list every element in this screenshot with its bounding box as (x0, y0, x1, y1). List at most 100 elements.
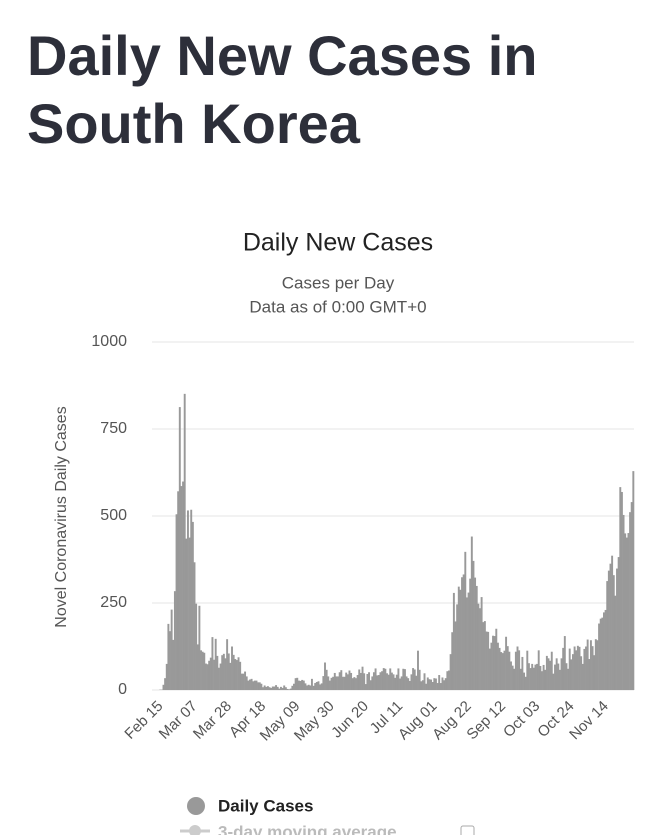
bar (371, 676, 374, 690)
bar (505, 636, 508, 690)
bar (361, 666, 364, 690)
bar (310, 678, 313, 690)
bar (240, 673, 243, 690)
bar (183, 393, 186, 690)
bar (242, 673, 245, 690)
bar (320, 683, 323, 690)
bar (185, 538, 188, 690)
bar (531, 663, 534, 690)
bar (474, 577, 477, 690)
bar (415, 675, 418, 690)
bar (372, 672, 375, 690)
bar (226, 639, 229, 690)
legend-checkbox (460, 825, 475, 835)
bar (462, 574, 465, 690)
bar (291, 685, 294, 690)
bar (501, 653, 504, 690)
bar (195, 603, 198, 690)
bar (219, 663, 222, 690)
bar (438, 675, 441, 690)
bar (193, 562, 196, 690)
bar (554, 664, 556, 690)
bar (250, 678, 253, 690)
bar (413, 669, 416, 690)
x-tick-label: Jun 20 (328, 698, 372, 742)
bar (345, 672, 348, 690)
bar (495, 628, 498, 690)
bar (262, 687, 264, 690)
bar (358, 669, 361, 690)
bar (524, 676, 527, 690)
bar (394, 677, 397, 690)
bar (386, 673, 388, 690)
bar (239, 661, 242, 690)
bar (549, 660, 552, 690)
bar (252, 681, 255, 690)
bar (178, 407, 181, 690)
bar (368, 672, 371, 690)
bar (317, 681, 320, 690)
bar (485, 631, 488, 690)
bar (306, 685, 309, 690)
bar (284, 687, 287, 690)
bar (182, 481, 185, 690)
bar (338, 672, 341, 690)
legend-marker (189, 825, 201, 835)
bar (583, 648, 586, 690)
bar (537, 650, 540, 690)
bar (376, 675, 379, 690)
bar (557, 663, 560, 690)
bar (266, 686, 269, 690)
bar (281, 687, 284, 690)
bar (377, 675, 380, 690)
bar (578, 646, 581, 690)
x-tick-label: Nov 14 (566, 698, 612, 744)
bar (234, 659, 237, 690)
bar (523, 672, 525, 690)
bar (304, 683, 307, 690)
bar (596, 640, 599, 690)
bar (576, 645, 579, 690)
bar (245, 676, 248, 690)
bar (340, 670, 343, 690)
bar (521, 656, 524, 690)
bar (436, 683, 439, 690)
bar (526, 650, 529, 690)
bar (545, 655, 548, 690)
bar (555, 658, 558, 690)
bar (575, 650, 578, 690)
bar (585, 646, 587, 690)
bar (330, 677, 333, 690)
bar (467, 592, 470, 690)
bar (297, 680, 300, 690)
bar (265, 686, 268, 690)
bar (186, 510, 189, 690)
bar (348, 670, 351, 690)
bar (420, 681, 423, 690)
bar (335, 676, 338, 690)
bar (165, 663, 168, 690)
bar (418, 669, 421, 690)
bar (492, 635, 494, 690)
bar (392, 674, 395, 690)
bar (487, 631, 490, 690)
bar (572, 654, 574, 690)
bar (508, 651, 511, 690)
bar (425, 683, 428, 690)
bar (188, 537, 191, 690)
bar (493, 636, 496, 690)
bar (443, 680, 446, 690)
bar (511, 665, 514, 690)
bar (224, 658, 227, 690)
bar (544, 669, 547, 690)
bar (229, 662, 232, 690)
bar (322, 676, 325, 690)
bar (214, 638, 217, 690)
bar (479, 608, 481, 690)
bar (201, 651, 204, 690)
bar (200, 650, 202, 690)
bar (589, 640, 592, 690)
bar (222, 653, 225, 690)
bar (457, 586, 460, 690)
